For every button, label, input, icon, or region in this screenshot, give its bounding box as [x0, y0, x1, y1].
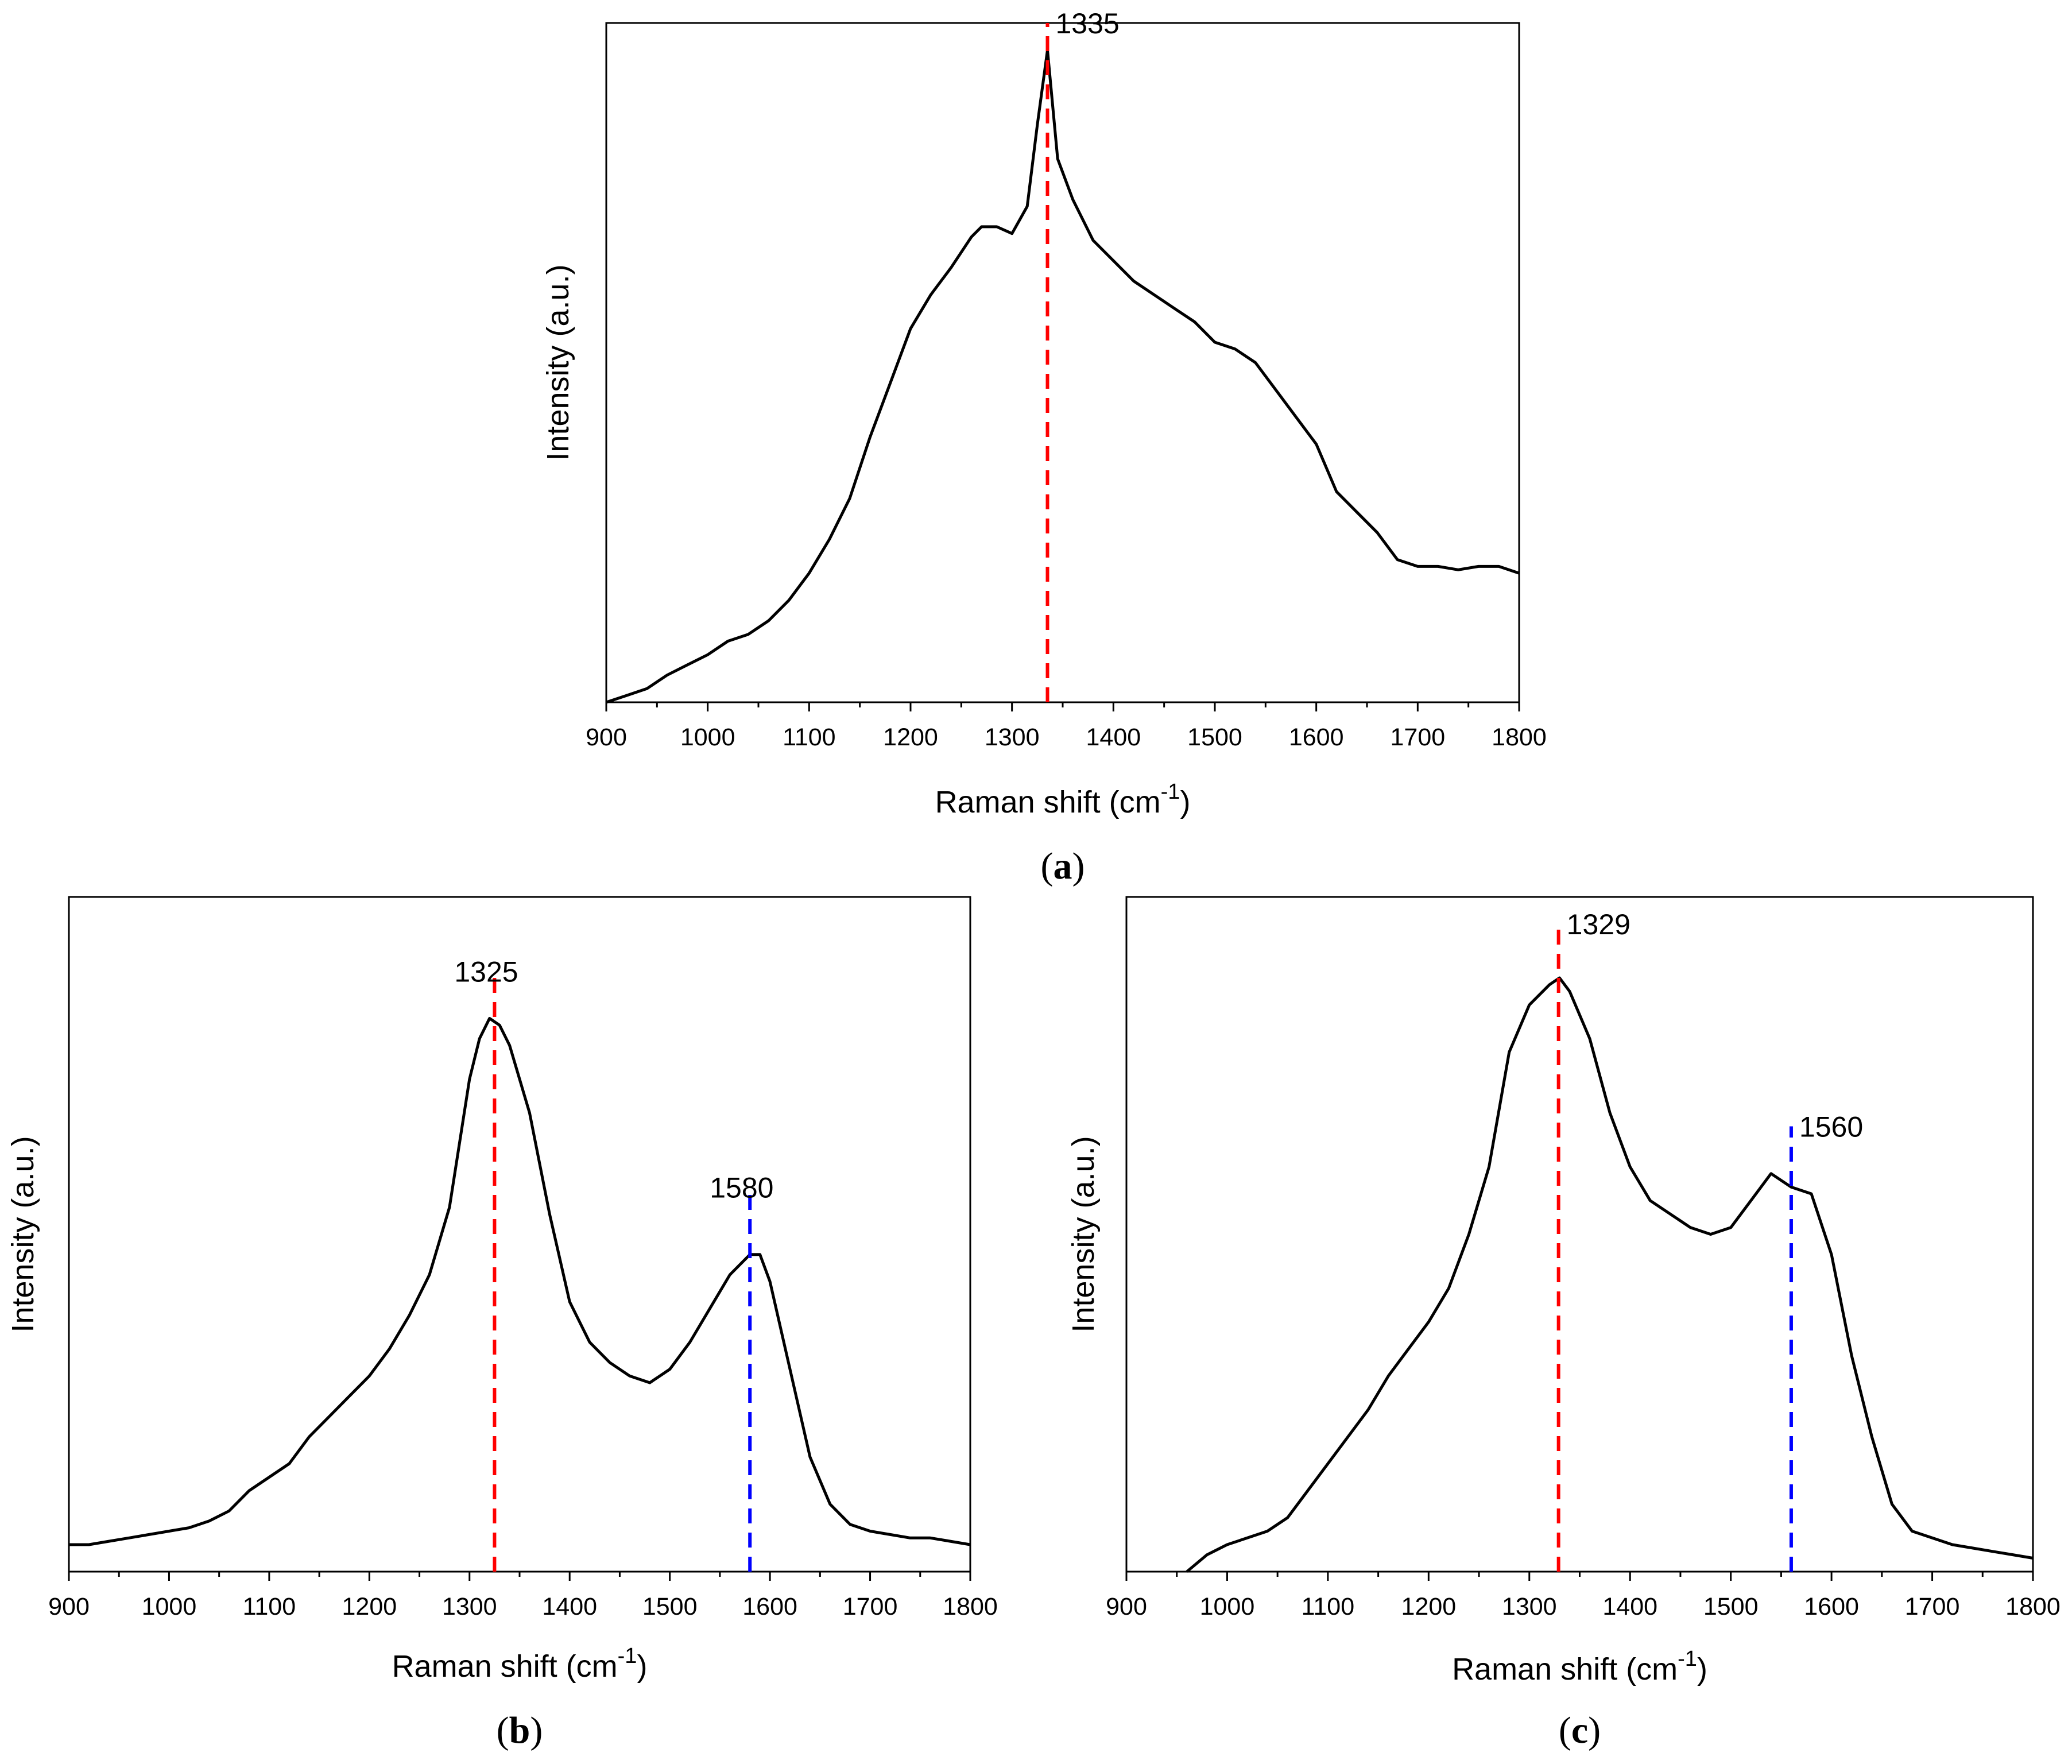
- x-tick-label: 900: [1106, 1593, 1147, 1620]
- x-axis-title-superscript: -1: [1161, 780, 1180, 804]
- x-tick-label: 1400: [542, 1593, 597, 1620]
- x-tick-label: 1800: [2005, 1593, 2061, 1620]
- y-axis-title: Intensity (a.u.): [541, 264, 575, 461]
- spectrum-line: [69, 1017, 971, 1546]
- x-axis-title-main: Raman shift (cm: [1452, 1652, 1678, 1686]
- panel-label-letter: b: [509, 1709, 530, 1751]
- x-tick-label: 1100: [243, 1593, 296, 1620]
- x-tick-label: 1000: [142, 1593, 197, 1620]
- x-axis-title-tail: ): [1697, 1652, 1707, 1686]
- x-tick-label: 1000: [1200, 1593, 1255, 1620]
- spectrum-line: [1186, 976, 2034, 1573]
- x-tick-label: 1300: [442, 1593, 497, 1620]
- plot-frame: [68, 896, 971, 1573]
- plot-frame: [605, 22, 1520, 703]
- x-tick-label: 1500: [1703, 1593, 1759, 1620]
- x-tick-label: 1300: [985, 724, 1040, 751]
- x-tick-label: 1200: [883, 724, 938, 751]
- x-tick-label: 1500: [642, 1593, 698, 1620]
- x-tick-label: 1800: [943, 1593, 998, 1620]
- panel-label: (c): [1559, 1709, 1601, 1751]
- y-axis-title: Intensity (a.u.): [1066, 1136, 1101, 1332]
- x-tick-label: 1600: [742, 1593, 797, 1620]
- chart-panel-c: 900 1000 1100 1200 1300 1400 1500 1600 1700 1800 R…: [1066, 896, 2061, 1751]
- x-axis-title-superscript: -1: [618, 1644, 637, 1668]
- chart-panel-b: 900 1000 1100 1200 1300 1400 1500 1600 1700 1800 R…: [6, 896, 998, 1751]
- x-axis-title: Raman shift (cm-1): [392, 1644, 648, 1684]
- panel-label-open-paren: (: [497, 1709, 509, 1751]
- x-tick-label: 1700: [1390, 724, 1445, 751]
- peak-label: 1325: [454, 956, 518, 988]
- x-tick-label: 1100: [1302, 1593, 1354, 1620]
- x-tick-label: 1400: [1602, 1593, 1657, 1620]
- x-axis-title-tail: ): [1180, 785, 1190, 819]
- panel-label-letter: a: [1054, 845, 1072, 887]
- panel-label-close-paren: ): [1072, 845, 1085, 887]
- x-tick-label: 1700: [843, 1593, 898, 1620]
- x-axis-title: Raman shift (cm-1): [1452, 1647, 1707, 1686]
- plot-frame: [1125, 896, 2034, 1573]
- x-tick-label: 1300: [1502, 1593, 1557, 1620]
- x-axis-title: Raman shift (cm-1): [935, 780, 1191, 819]
- panel-label-close-paren: ): [530, 1709, 543, 1751]
- x-tick-label: 1500: [1187, 724, 1242, 751]
- x-tick-label: 1200: [342, 1593, 397, 1620]
- x-tick-label: 1700: [1905, 1593, 1960, 1620]
- peak-label: 1580: [710, 1171, 773, 1204]
- panel-label: (a): [1041, 845, 1085, 887]
- x-tick-label: 1600: [1289, 724, 1344, 751]
- peak-label: 1329: [1567, 908, 1631, 941]
- x-tick-label: 1100: [783, 724, 835, 751]
- x-tick-label: 1000: [680, 724, 735, 751]
- x-tick-label: 900: [48, 1593, 90, 1620]
- x-axis-title-superscript: -1: [1678, 1647, 1697, 1671]
- panel-label-open-paren: (: [1041, 845, 1054, 887]
- panel-label: (b): [497, 1709, 543, 1751]
- panel-label-open-paren: (: [1559, 1709, 1571, 1751]
- panel-label-close-paren: ): [1588, 1709, 1601, 1751]
- x-tick-label: 1400: [1086, 724, 1141, 751]
- chart-panel-a: 900 1000 1100 1200 1300 1400 1500 1600 1700 1800 R…: [541, 7, 1547, 887]
- x-tick-label: 1800: [1492, 724, 1547, 751]
- peak-label: 1560: [1799, 1111, 1863, 1143]
- x-axis-title-tail: ): [637, 1649, 647, 1684]
- peak-label: 1335: [1056, 7, 1120, 40]
- x-axis-title-main: Raman shift (cm: [935, 785, 1161, 819]
- x-tick-label: 1600: [1804, 1593, 1859, 1620]
- x-tick-label: 1200: [1401, 1593, 1456, 1620]
- y-axis-title: Intensity (a.u.): [6, 1136, 40, 1332]
- x-tick-label: 900: [586, 724, 627, 751]
- x-axis-title-main: Raman shift (cm: [392, 1649, 618, 1684]
- panel-label-letter: c: [1571, 1709, 1588, 1751]
- spectrum-line: [606, 48, 1520, 704]
